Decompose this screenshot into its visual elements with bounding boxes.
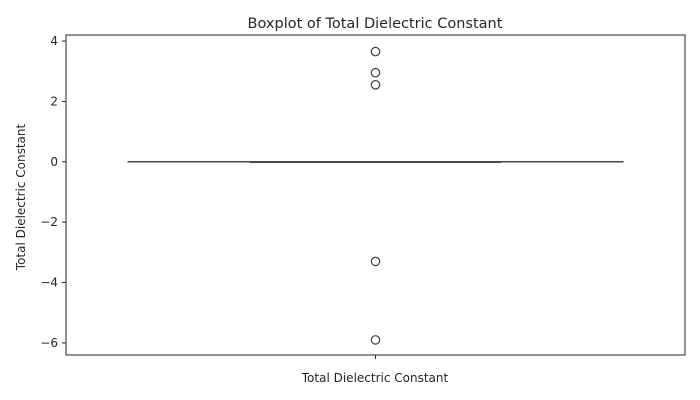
y-axis-label: Total Dielectric Constant: [14, 123, 28, 271]
y-tick-label: −4: [40, 276, 58, 290]
y-tick-label: 4: [50, 34, 58, 48]
axes-frame: [65, 34, 686, 356]
outlier-point: [370, 46, 381, 57]
y-tick-label: −2: [40, 215, 58, 229]
outlier-point: [370, 335, 381, 345]
plot-area: 4 2 0 −2 −4 −6: [40, 34, 686, 359]
outlier-point: [370, 80, 381, 90]
chart-title: Boxplot of Total Dielectric Constant: [248, 16, 503, 32]
outlier-point: [370, 67, 381, 78]
y-tick-label: 2: [50, 94, 58, 108]
x-axis-label: Total Dielectric Constant: [301, 371, 449, 385]
y-tick-label: −6: [40, 336, 58, 350]
outlier-point: [370, 256, 381, 267]
y-tick-label: 0: [50, 155, 58, 169]
